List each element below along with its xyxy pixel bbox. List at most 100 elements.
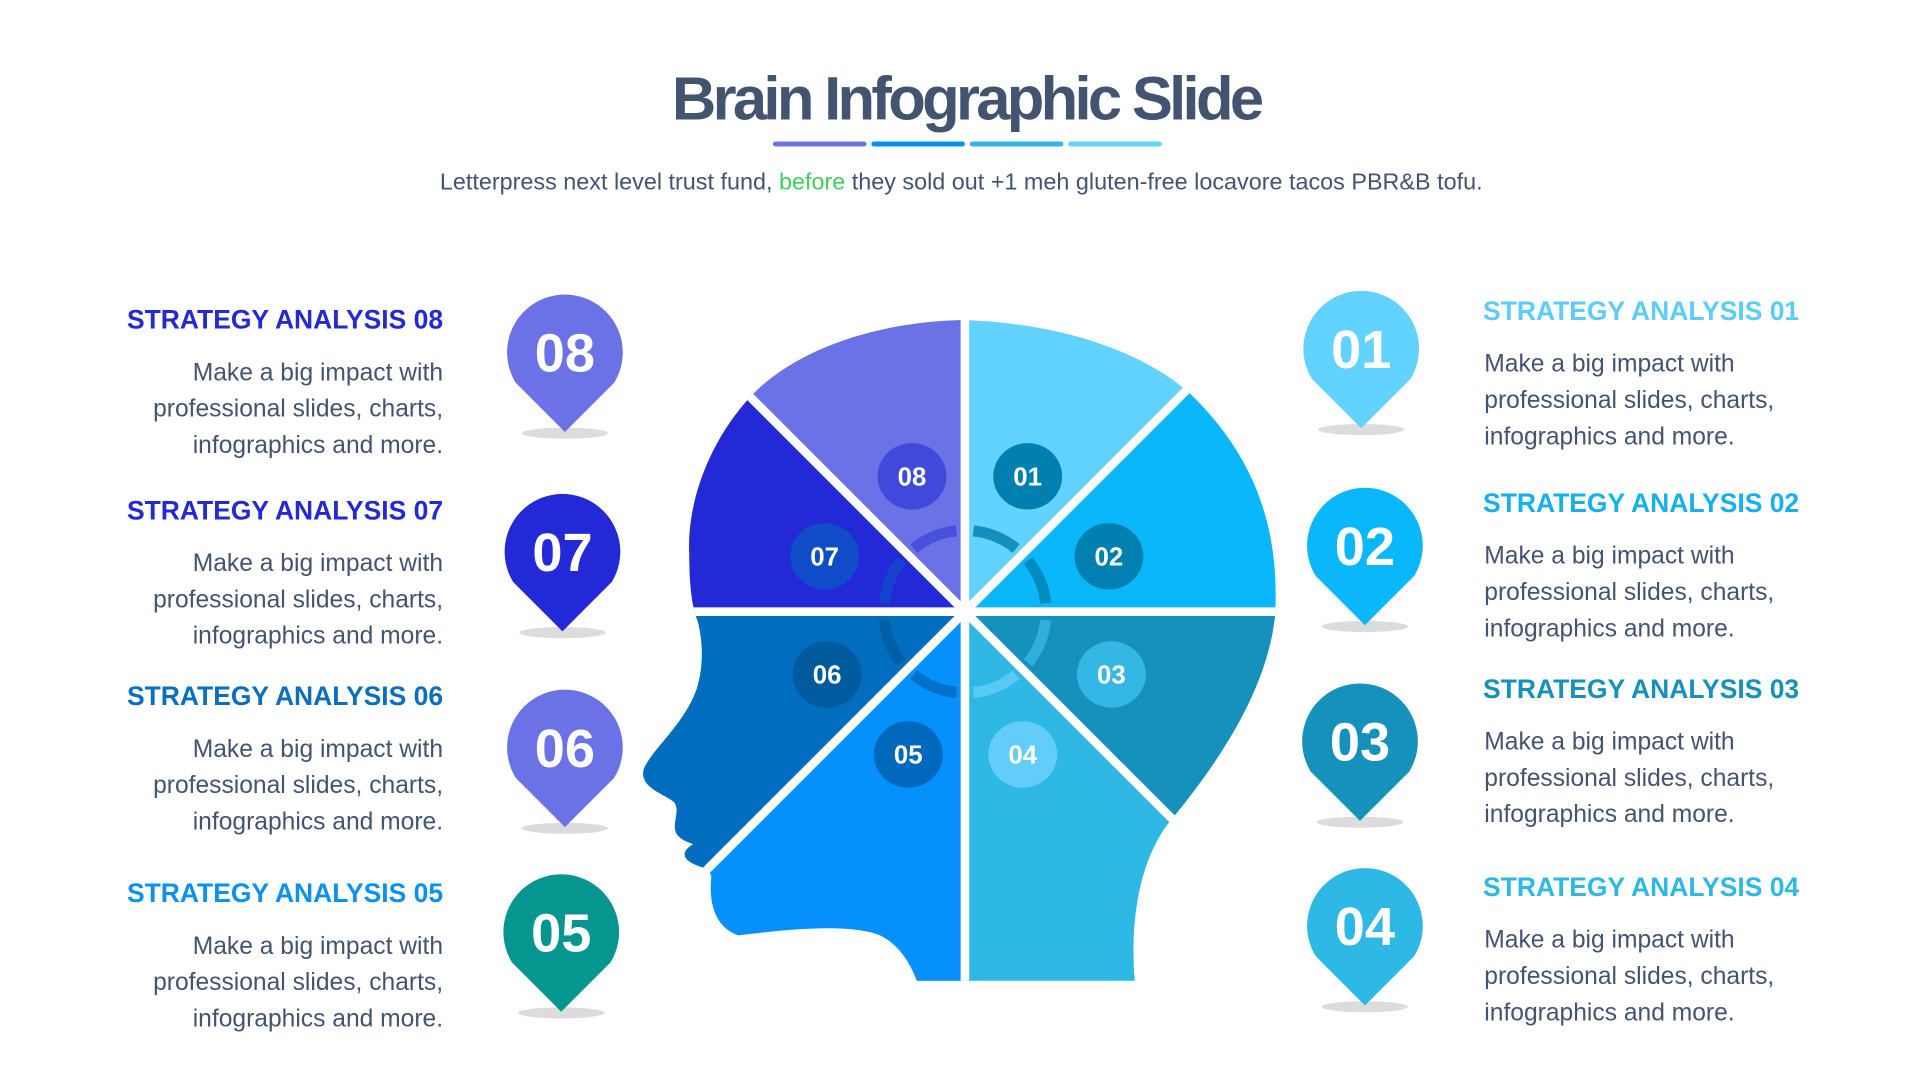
strategy-description: infographics and more. <box>193 809 443 836</box>
strategy-item-02: STRATEGY ANALYSIS 02 Make a big impact wi… <box>1483 488 1799 642</box>
strategy-description: Make a big impact with <box>193 359 443 386</box>
badge-number: 08 <box>898 464 927 492</box>
badge-circle <box>988 721 1058 788</box>
strategy-item-05: STRATEGY ANALYSIS 05 Make a big impact wi… <box>127 878 443 1032</box>
number-pins: 01 02 03 04 05 06 07 08 <box>503 290 1423 1019</box>
badge-circle <box>792 641 862 708</box>
pin-shadow <box>1318 424 1405 436</box>
pin-shadow <box>518 1007 605 1019</box>
inner-ring-arc <box>878 557 907 604</box>
head-badge-02: 02 <box>1074 523 1144 590</box>
strategy-description: professional slides, charts, <box>1484 387 1774 414</box>
strategy-description: Make a big impact with <box>1484 543 1734 570</box>
strategy-description: Make a big impact with <box>1484 927 1734 954</box>
underline-bar <box>871 141 965 147</box>
strategy-heading: STRATEGY ANALYSIS 06 <box>127 681 443 711</box>
inner-ring-arc <box>972 525 1020 553</box>
strategy-description: infographics and more. <box>1484 801 1734 828</box>
badge-number: 03 <box>1097 662 1126 690</box>
badge-circle <box>1076 641 1146 708</box>
pin-number: 04 <box>1335 897 1395 957</box>
map-pin-icon <box>1307 487 1423 626</box>
strategy-heading: STRATEGY ANALYSIS 04 <box>1483 872 1799 902</box>
strategy-description: professional slides, charts, <box>1484 579 1774 606</box>
strategy-description: professional slides, charts, <box>153 586 443 613</box>
title-underline <box>772 141 1162 147</box>
head-badges: 01 02 03 04 05 06 07 08 <box>790 443 1146 788</box>
subtitle-text: Letterpress next level trust fund, <box>440 169 779 195</box>
strategy-item-06: STRATEGY ANALYSIS 06 Make a big impact wi… <box>127 681 443 835</box>
strategy-description: professional slides, charts, <box>153 772 443 799</box>
strategy-heading: STRATEGY ANALYSIS 08 <box>127 305 443 335</box>
subtitle-highlight: before <box>779 169 845 195</box>
badge-circle <box>873 721 943 788</box>
badge-circle <box>790 523 860 590</box>
strategy-heading: STRATEGY ANALYSIS 03 <box>1483 674 1799 704</box>
strategy-description: professional slides, charts, <box>1484 963 1774 990</box>
pin-shadow <box>1321 620 1408 632</box>
head-badge-03: 03 <box>1076 641 1146 708</box>
head-diagram <box>638 320 1276 985</box>
head-badge-01: 01 <box>993 443 1063 510</box>
pin-number: 03 <box>1330 713 1390 773</box>
strategy-description: professional slides, charts, <box>153 396 443 423</box>
badge-number: 07 <box>810 544 839 572</box>
strategy-description: infographics and more. <box>1484 615 1734 642</box>
map-pin-icon <box>507 294 623 432</box>
underline-bar <box>1068 141 1162 147</box>
inner-ring-arc <box>910 525 958 553</box>
pin-03: 03 <box>1302 683 1418 828</box>
pin-number: 06 <box>535 719 595 779</box>
pin-shadow <box>1316 816 1404 828</box>
inner-ring-arc <box>1023 557 1052 604</box>
pin-shadow <box>521 427 608 439</box>
slide-subtitle: Letterpress next level trust fund, befor… <box>440 169 1483 195</box>
strategy-heading: STRATEGY ANALYSIS 07 <box>127 495 443 525</box>
badge-number: 06 <box>813 662 842 690</box>
map-pin-icon <box>1307 868 1423 1006</box>
strategy-item-01: STRATEGY ANALYSIS 01 Make a big impact wi… <box>1483 296 1799 450</box>
map-pin-icon <box>504 493 621 632</box>
head-segment-05[interactable] <box>638 611 965 985</box>
pin-number: 08 <box>535 324 595 384</box>
strategy-description: Make a big impact with <box>193 736 443 763</box>
pin-08: 08 <box>507 294 623 439</box>
pin-shadow <box>521 822 608 834</box>
strategy-item-07: STRATEGY ANALYSIS 07 Make a big impact wi… <box>127 495 443 649</box>
pin-07: 07 <box>504 493 621 639</box>
inner-ring-arc <box>910 670 958 698</box>
strategy-description: Make a big impact with <box>193 933 443 960</box>
pin-number: 05 <box>531 903 591 963</box>
badge-number: 05 <box>894 742 923 770</box>
pin-01: 01 <box>1303 290 1420 436</box>
strategy-texts: STRATEGY ANALYSIS 01 Make a big impact wi… <box>127 296 1799 1032</box>
pin-shadow <box>1321 1001 1408 1013</box>
badge-circle <box>993 443 1063 510</box>
badge-number: 04 <box>1008 742 1037 770</box>
strategy-description: professional slides, charts, <box>153 969 443 996</box>
badge-circle <box>877 443 947 510</box>
inner-ring-arc <box>1023 619 1052 667</box>
badge-circle <box>1074 523 1144 590</box>
strategy-heading: STRATEGY ANALYSIS 05 <box>127 878 443 908</box>
strategy-description: infographics and more. <box>193 1005 443 1032</box>
inner-ring-arc <box>878 619 907 667</box>
badge-number: 02 <box>1095 544 1124 572</box>
pin-number: 07 <box>532 523 592 583</box>
pin-number: 02 <box>1335 517 1395 577</box>
map-pin-icon <box>1302 683 1418 821</box>
pin-02: 02 <box>1307 487 1423 632</box>
strategy-description: infographics and more. <box>1484 423 1734 450</box>
subtitle-text: they sold out +1 meh gluten-free locavor… <box>845 169 1482 195</box>
underline-bar <box>772 141 867 147</box>
map-pin-icon <box>1303 290 1420 429</box>
strategy-heading: STRATEGY ANALYSIS 02 <box>1483 488 1799 518</box>
strategy-description: professional slides, charts, <box>1484 765 1774 792</box>
map-pin-icon <box>503 874 620 1012</box>
strategy-item-04: STRATEGY ANALYSIS 04 Make a big impact wi… <box>1483 872 1799 1026</box>
head-badge-06: 06 <box>792 641 862 708</box>
pin-06: 06 <box>507 689 623 834</box>
pin-04: 04 <box>1307 868 1423 1013</box>
inner-ring-arc <box>972 670 1020 698</box>
